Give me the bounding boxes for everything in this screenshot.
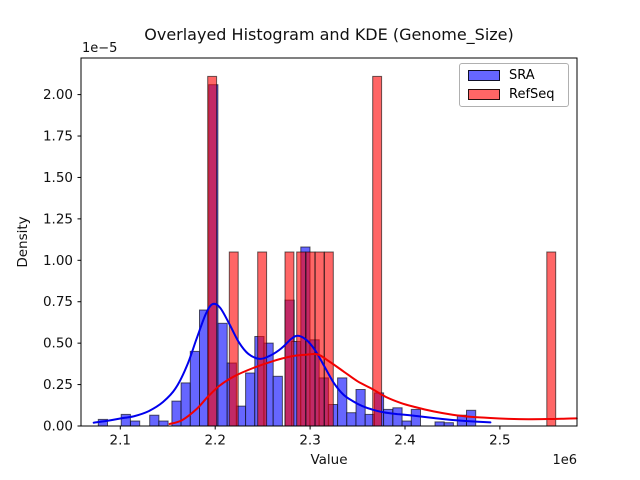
legend: SRA RefSeq: [459, 63, 569, 107]
y-axis-label: Density: [15, 216, 31, 267]
y-tick-label: 0.75: [43, 294, 73, 310]
kde-curves: [92, 302, 578, 425]
x-tick-label: 2.1: [110, 433, 131, 449]
x-axis-label: Value: [310, 452, 347, 468]
x-tick-labels: 2.1 2.2 2.3 2.4 2.5: [110, 433, 511, 449]
legend-entry-refseq: RefSeq: [468, 87, 560, 102]
y-tick-label: 2.00: [43, 87, 73, 103]
sra-legend-swatch: [468, 70, 500, 81]
chart-title: Overlayed Histogram and KDE (Genome_Size…: [144, 25, 514, 45]
y-tick-label: 0.00: [43, 419, 73, 435]
x-tick-label: 2.3: [299, 433, 320, 449]
x-axis-offset-label: 1e6: [552, 453, 577, 468]
y-tick-label: 1.00: [43, 253, 73, 269]
y-tick-label: 1.50: [43, 170, 73, 186]
y-tick-label: 0.50: [43, 336, 73, 352]
x-tick-label: 2.4: [394, 433, 415, 449]
sra-legend-label: SRA: [509, 68, 535, 83]
x-tick-label: 2.2: [204, 433, 225, 449]
y-tick-label: 1.25: [43, 211, 73, 227]
axes-spines-and-ticks: [77, 57, 578, 430]
y-tick-labels: 0.00 0.25 0.50 0.75 1.00 1.25 1.50 1.75 2.00: [43, 87, 73, 434]
y-tick-label: 0.25: [43, 377, 73, 393]
x-tick-label: 2.5: [489, 433, 510, 449]
refseq-legend-label: RefSeq: [509, 87, 555, 102]
y-axis-offset-label: 1e−5: [82, 41, 117, 56]
y-tick-label: 1.75: [43, 129, 73, 145]
refseq-histogram-bars: [207, 75, 557, 427]
legend-entry-sra: SRA: [468, 68, 560, 83]
refseq-legend-swatch: [468, 89, 500, 100]
